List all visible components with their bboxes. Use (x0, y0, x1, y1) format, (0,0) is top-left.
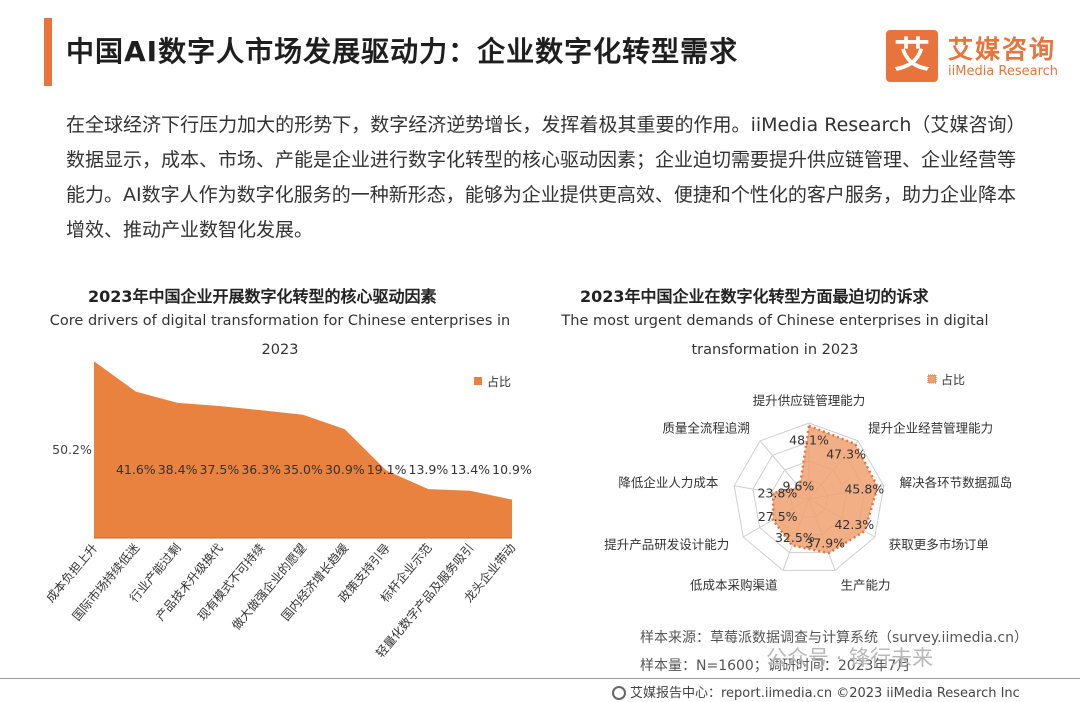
intro-paragraph: 在全球经济下行压力加大的形势下，数字经济逆势增长，发挥着极其重要的作用。iiMe… (66, 114, 1017, 241)
area-data-label: 10.9% (492, 462, 532, 477)
radar-axis-label: 解决各环节数据孤岛 (900, 475, 1013, 490)
radar-chart-subtitle-line1: The most urgent demands of Chinese enter… (561, 313, 989, 329)
area-data-label: 30.9% (325, 462, 365, 477)
radar-data-label: 48.1% (789, 432, 829, 447)
area-data-label: 13.4% (450, 462, 490, 477)
sample-note: 样本量：N=1600；调研时间：2023年7月 (640, 658, 911, 674)
radar-axis-label: 获取更多市场订单 (889, 537, 989, 552)
area-data-label: 19.1% (367, 462, 407, 477)
intro-text: 在全球经济下行压力加大的形势下，数字经济逆势增长，发挥着极其重要的作用。iiMe… (66, 108, 1016, 248)
report-center-icon (612, 686, 626, 700)
area-series-fill (94, 361, 512, 538)
radar-axis-label: 低成本采购渠道 (690, 578, 778, 593)
radar-axis-label: 提升供应链管理能力 (753, 393, 866, 408)
logo-name-en: iiMedia Research (948, 64, 1059, 79)
area-data-label: 50.2% (52, 442, 92, 457)
radar-axis-label: 质量全流程追溯 (662, 421, 750, 436)
area-data-label: 38.4% (158, 462, 198, 477)
radar-legend-label: 占比 (941, 372, 965, 387)
radar-chart-subtitle: The most urgent demands of Chinese enter… (545, 307, 1005, 365)
radar-data-label: 32.5% (775, 530, 815, 545)
area-legend-label: 占比 (487, 374, 511, 389)
bottom-credit: 艾媒报告中心：report.iimedia.cn ©2023 iiMedia R… (612, 682, 1020, 701)
radar-axis-label: 提升产品研发设计能力 (604, 537, 729, 552)
radar-data-label: 27.5% (758, 509, 798, 524)
radar-data-label: 42.3% (834, 517, 874, 532)
area-chart-subtitle: Core drivers of digital transformation f… (49, 313, 511, 358)
radar-chart-subtitle-line2: transformation in 2023 (691, 342, 859, 358)
radar-data-label: 9.6% (783, 478, 815, 493)
radar-grid-ring (733, 422, 885, 571)
logo-name-cn: 艾媒咨询 (948, 35, 1057, 64)
area-data-label: 13.9% (409, 462, 449, 477)
bottom-divider (0, 678, 1080, 679)
radar-series-fill (771, 424, 879, 555)
radar-axis-label: 提升企业经营管理能力 (868, 421, 993, 436)
area-data-label: 35.0% (283, 462, 323, 477)
radar-data-label: 23.8% (758, 485, 798, 500)
bottom-credit-text: 艾媒报告中心：report.iimedia.cn ©2023 iiMedia R… (630, 686, 1020, 701)
radar-data-label: 37.9% (805, 536, 845, 551)
radar-legend-swatch (927, 374, 937, 384)
source-note: 样本来源：草莓派数据调查与计算系统（survey.iimedia.cn） (640, 630, 1028, 646)
area-legend-swatch (474, 377, 482, 385)
area-data-label: 37.5% (200, 462, 240, 477)
page-title: 中国AI数字人市场发展驱动力：企业数字化转型需求 (66, 35, 739, 68)
watermark-text: 公众号 · 锋行未来 (766, 646, 934, 670)
logo-mark: 艾 (886, 30, 938, 82)
area-x-tick-label: 做大做强企业的愿望 (228, 540, 309, 632)
radar-data-label: 47.3% (826, 447, 866, 462)
title-accent-bar (44, 18, 52, 86)
iimedia-logo: 艾 艾媒咨询 iiMedia Research (886, 30, 1066, 86)
radar-chart-title: 2023年中国企业在数字化转型方面最迫切的诉求 (580, 287, 929, 306)
area-data-label: 36.3% (241, 462, 281, 477)
radar-data-label: 45.8% (844, 481, 884, 496)
radar-axis-label: 降低企业人力成本 (618, 475, 719, 490)
area-chart-title: 2023年中国企业开展数字化转型的核心驱动因素 (88, 287, 437, 306)
area-data-label: 41.6% (116, 462, 156, 477)
radar-axis-label: 生产能力 (841, 578, 891, 593)
